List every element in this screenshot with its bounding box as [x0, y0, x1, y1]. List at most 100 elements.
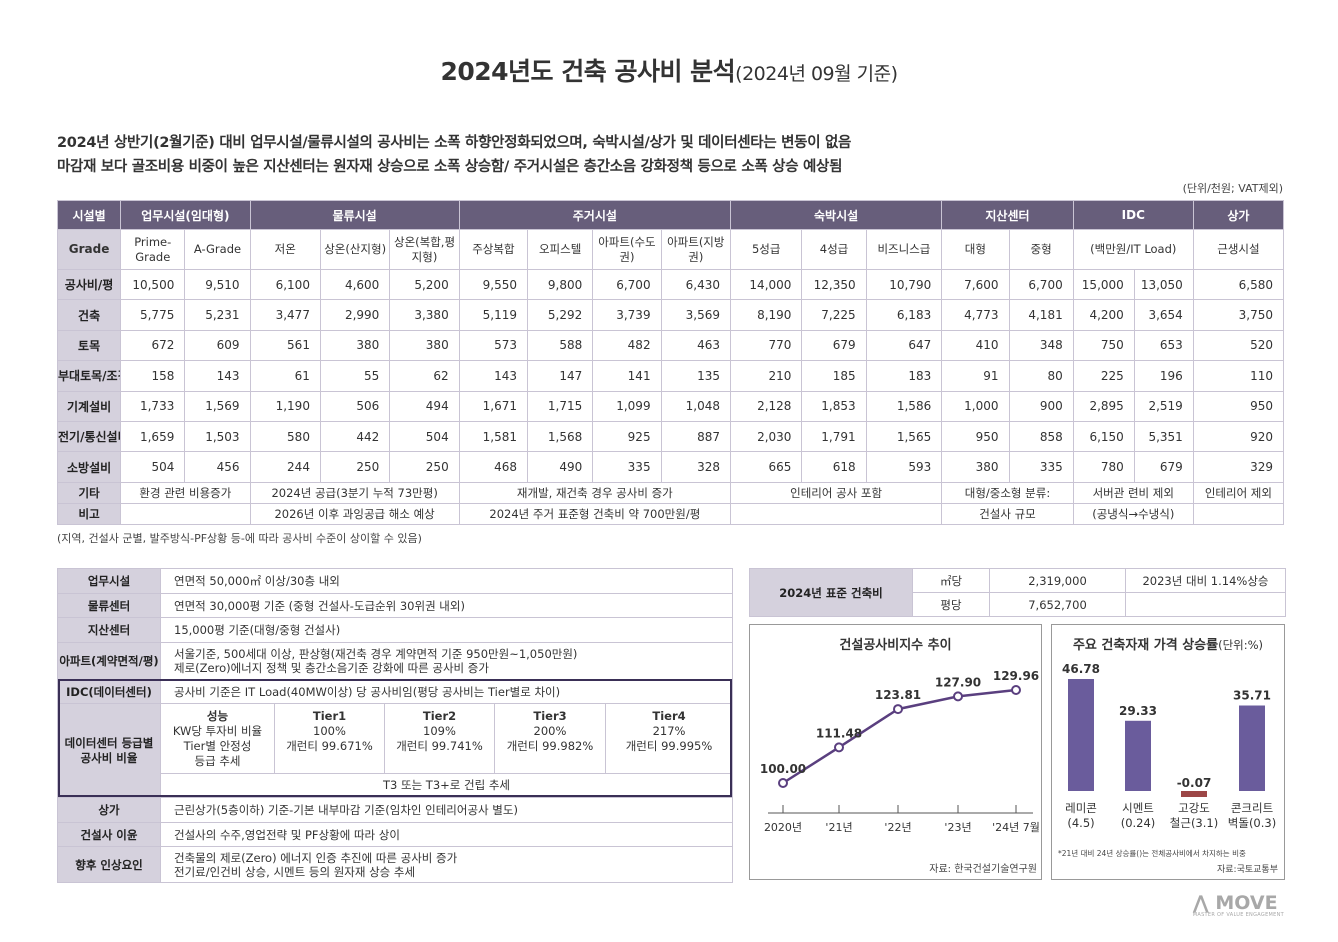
x-tick-label: '22년 [884, 821, 911, 834]
table-cell: 6,700 [1008, 268, 1074, 301]
table-cell: 456 [184, 451, 251, 483]
criteria-table: 업무시설 연면적 50,000㎡ 이상/30층 내외 물류센터 연면적 30,0… [57, 568, 734, 883]
table-cell: 210 [729, 360, 803, 392]
table-cell: 609 [184, 329, 251, 362]
table-cell: 6,183 [865, 299, 943, 331]
table-row: 부대토목/조경158143615562143147141135210185183… [56, 360, 1285, 392]
tier-performance-title: 성능 [206, 708, 229, 723]
criteria-idc-label: IDC(데이터센터) [57, 679, 161, 704]
data-point [778, 778, 788, 788]
material-price-chart: 46.78 레미콘(4.5) 29.33 시멘트(0.24) -0.07 고강도철근(3.… [1062, 662, 1276, 830]
standard-cost-table: 2024년 표준 건축비 ㎡당 2,319,000 2023년 대비 1.14%… [749, 568, 1286, 617]
table-cell: 410 [941, 329, 1010, 362]
etc-residential: 재개발, 재건축 경우 공사비 증가 [458, 481, 731, 504]
table-cell: 3,739 [592, 299, 662, 331]
cost-index-chart-panel: 건설공사비지수 추이 100.00 2020년 111.48 '21년 123.81 '2… [749, 624, 1042, 880]
logo-tagline: MASTER OF VALUE ENGAGEMENT [1192, 912, 1284, 918]
table-cell: 858 [1008, 420, 1074, 453]
table-cell: 561 [249, 329, 321, 362]
table-cell: 110 [1192, 360, 1285, 392]
table-cell: 5,775 [120, 299, 186, 331]
grade-cell: 주상복합 [458, 229, 529, 270]
table-cell: 14,000 [729, 268, 803, 301]
table-cell: 380 [941, 451, 1010, 483]
table-cell: 950 [941, 420, 1010, 453]
table-cell: 950 [1192, 390, 1285, 422]
data-label: 123.81 [875, 688, 921, 702]
table-cell: 1,733 [120, 390, 186, 422]
criteria-apartment-label: 아파트(계약면적/평) [57, 642, 161, 680]
table-cell: 3,380 [389, 299, 460, 331]
data-point [893, 704, 903, 715]
table-cell: 1,565 [865, 420, 943, 453]
tier-section-label: 데이터센터 등급별 공사비 비율 [57, 703, 161, 798]
note-label: 비고 [56, 502, 122, 525]
data-label: 111.48 [816, 726, 862, 740]
table-cell: 672 [120, 329, 186, 362]
table-cell: 1,586 [865, 390, 943, 422]
row-label: 전기/통신설비 [56, 420, 122, 453]
summary-line-2: 마감재 보다 골조비용 비중이 높은 지산센터는 원자재 상승으로 소폭 상승함… [57, 159, 843, 175]
table-row: 공사비/평 10,500 9,510 6,100 4,600 5,200 9,550 9,80… [56, 268, 1285, 301]
table-cell: 7,225 [801, 299, 867, 331]
criteria-future-label: 향후 인상요인 [57, 846, 161, 883]
material-price-source: 자료:국토교통부 [1217, 865, 1278, 875]
table-cell: 482 [592, 329, 662, 362]
cost-table: 시설별 업무시설(임대형) 물류시설 주거시설 숙박시설 지산센터 IDC 상가… [56, 200, 1285, 525]
etc-knowledge-center: 대형/중소형 분류: [941, 481, 1074, 504]
table-cell: 4,600 [319, 268, 391, 301]
grade-cell: 4성급 [801, 229, 867, 270]
criteria-retail-label: 상가 [57, 797, 161, 823]
tier2-ratio: 109% [423, 723, 456, 738]
grade-cell: (백만원/IT Load) [1072, 229, 1194, 270]
table-cell: 225 [1072, 360, 1135, 392]
table-row: 토목 672 609 561 380 380 573 588 482 463 770 679 647 41… [56, 329, 1285, 362]
table-cell: 15,000 [1072, 268, 1135, 301]
table-cell: 147 [527, 360, 594, 392]
table-cell: 158 [120, 360, 186, 392]
x-tick-label: '24년 7월 [992, 821, 1040, 834]
row-label: 건축 [56, 299, 122, 331]
tier4-uptime: 개런티 99.995% [625, 738, 713, 753]
table-cell: 328 [660, 451, 731, 483]
table-cell: 468 [458, 451, 529, 483]
criteria-knowledge-text: 15,000평 기준(대형/중형 건설사) [159, 617, 734, 643]
table-cell: 506 [319, 390, 391, 422]
note-logistics: 2026년 이후 과잉공급 해소 예상 [249, 502, 460, 525]
note-retail [1192, 502, 1285, 525]
table-cell: 61 [249, 360, 321, 392]
table-row: 소방설비 504 456 244 250 250 468 490 335 328 665 618 593… [56, 451, 1285, 483]
table-cell: 9,510 [184, 268, 251, 301]
table-cell: 143 [184, 360, 251, 392]
criteria-margin-label: 건설사 이윤 [57, 822, 161, 847]
grade-cell: 상온(복합,평지형) [389, 229, 460, 270]
table-cell: 588 [527, 329, 594, 362]
cost-index-source: 자료: 한국건설기술연구원 [929, 864, 1037, 875]
criteria-logistics-label: 물류센터 [57, 593, 161, 618]
table-cell: 12,350 [801, 268, 867, 301]
group-idc: IDC [1072, 200, 1194, 230]
table-cell: 5,351 [1133, 420, 1194, 453]
footnote: (지역, 건설사 군별, 발주방식-PF상황 등-에 따라 공사비 수준이 상이… [57, 532, 422, 545]
unit-note: (단위/천원; VAT제외) [1182, 182, 1283, 195]
table-cell: 494 [389, 390, 460, 422]
row-label: 소방설비 [56, 451, 122, 483]
etc-logistics: 2024년 공급(3분기 누적 73만평) [249, 481, 460, 504]
table-cell: 618 [801, 451, 867, 483]
category-label: 시멘트 [1122, 801, 1154, 815]
table-cell: 750 [1072, 329, 1135, 362]
table-cell: 3,654 [1133, 299, 1194, 331]
category-label: 고강도 [1178, 801, 1210, 815]
table-cell: 504 [389, 420, 460, 453]
table-cell: 80 [1008, 360, 1074, 392]
table-cell: 6,580 [1192, 268, 1285, 301]
bar [1068, 679, 1094, 791]
criteria-future-line-2: 전기료/인건비 상승, 시멘트 등의 원자재 상승 추세 [174, 864, 416, 879]
etc-office: 환경 관련 비용증가 [120, 481, 251, 504]
table-cell: 463 [660, 329, 731, 362]
criteria-office-text: 연면적 50,000㎡ 이상/30층 내외 [159, 568, 734, 594]
table-cell: 1,671 [458, 390, 529, 422]
grade-cell: 아파트(수도권) [592, 229, 662, 270]
group-residential: 주거시설 [458, 200, 731, 230]
table-cell: 520 [1192, 329, 1285, 362]
